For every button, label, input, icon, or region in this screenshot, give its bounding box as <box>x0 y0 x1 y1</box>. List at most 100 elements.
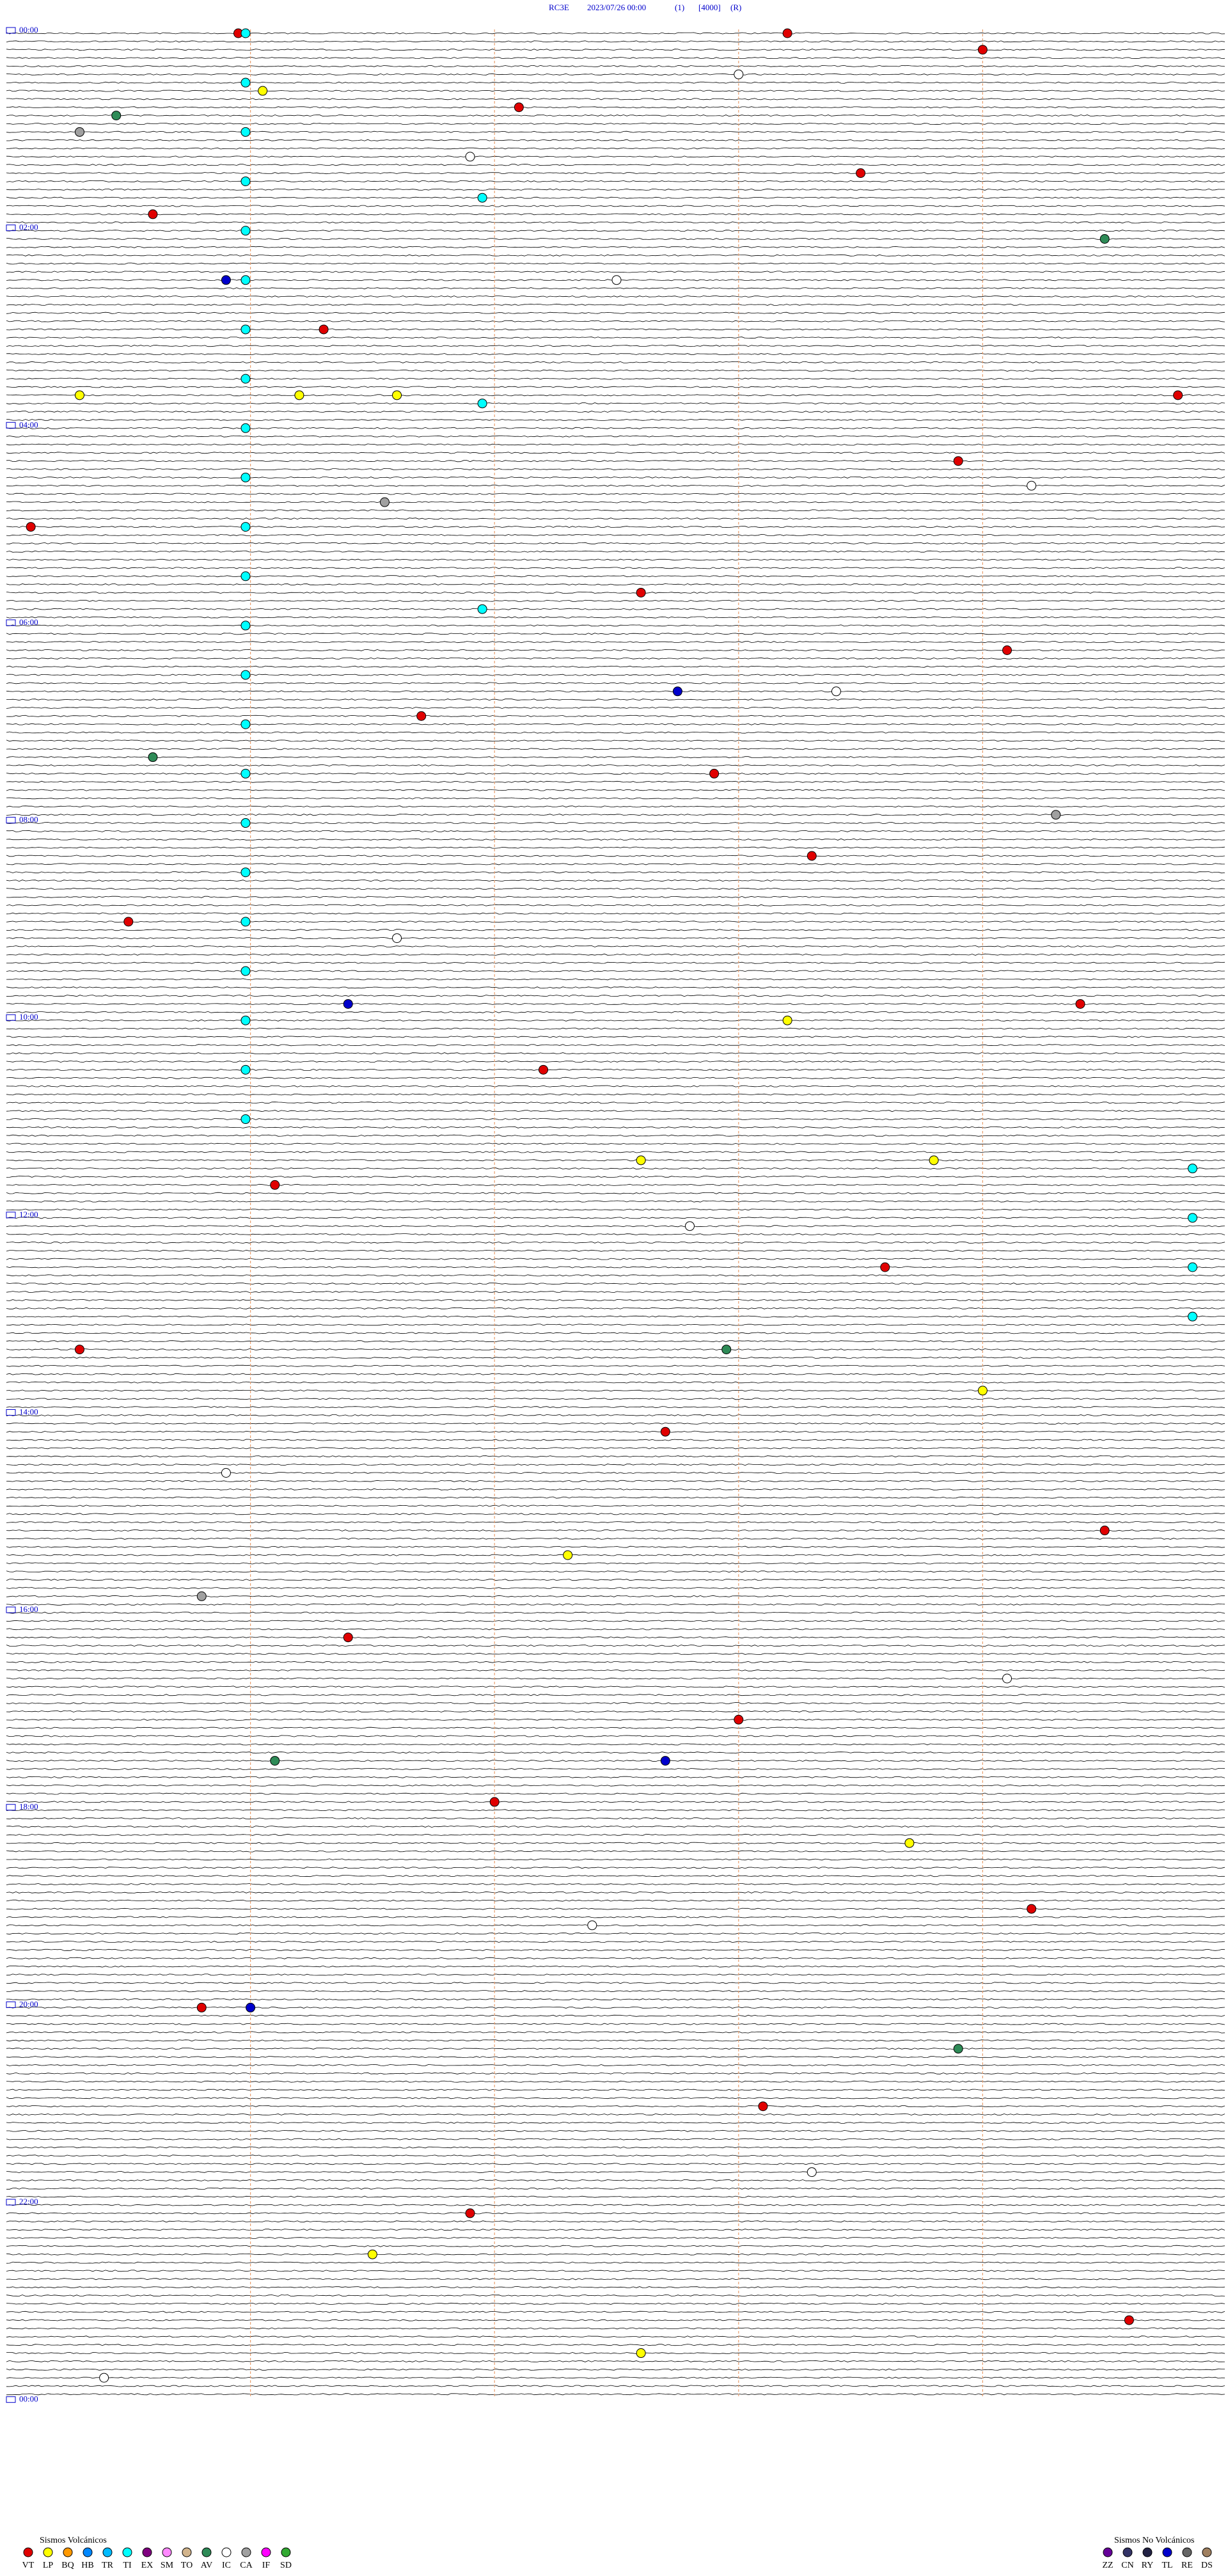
trace <box>6 2154 1225 2157</box>
event <box>721 1345 732 1355</box>
trace <box>6 2212 1225 2215</box>
trace <box>6 2080 1225 2083</box>
trace <box>6 1513 1225 1515</box>
trace <box>6 1727 1225 1729</box>
event <box>111 111 122 121</box>
trace <box>6 797 1225 800</box>
trace <box>6 2014 1225 2017</box>
trace <box>6 2270 1225 2272</box>
trace <box>6 2138 1225 2140</box>
trace <box>6 1611 1225 1614</box>
event <box>74 1345 84 1355</box>
scale: [4000] <box>698 3 721 12</box>
trace <box>6 1998 1225 2001</box>
legend-label: EX <box>141 2561 154 2570</box>
trace <box>6 2327 1225 2330</box>
trace <box>6 780 1225 783</box>
trace <box>6 1718 1225 1721</box>
event <box>240 1015 251 1025</box>
trace <box>6 435 1225 438</box>
trace <box>6 995 1225 997</box>
event <box>246 2002 256 2012</box>
legend-swatch <box>201 2547 212 2557</box>
trace <box>6 739 1225 742</box>
legend-title: Sismos Volcánicos <box>40 2536 107 2545</box>
trace <box>6 2385 1225 2387</box>
trace <box>6 312 1225 314</box>
trace <box>6 1249 1225 1252</box>
event <box>240 275 251 285</box>
trace <box>6 830 1225 832</box>
event <box>196 2002 207 2012</box>
trace <box>6 443 1225 446</box>
trace <box>6 1686 1225 1688</box>
station: RC3E <box>549 3 569 12</box>
legend-swatch <box>1103 2547 1113 2557</box>
hour-marker <box>6 2001 16 2008</box>
event <box>240 719 251 729</box>
trace <box>6 723 1225 725</box>
hour-label: 20:00 <box>19 1999 38 2009</box>
legend-label: CN <box>1121 2561 1133 2570</box>
trace <box>6 1274 1225 1277</box>
trace <box>6 188 1225 191</box>
trace <box>6 591 1225 594</box>
trace <box>6 262 1225 265</box>
hour-marker <box>6 2396 16 2403</box>
event <box>240 571 251 581</box>
trace <box>6 2072 1225 2074</box>
trace <box>6 411 1225 413</box>
event <box>1188 1213 1198 1223</box>
trace <box>6 2236 1225 2240</box>
trace <box>6 2220 1225 2223</box>
trace <box>6 1883 1225 1886</box>
trace <box>6 1636 1225 1639</box>
trace <box>6 2245 1225 2247</box>
trace <box>6 1126 1225 1128</box>
hour-marker <box>6 1409 16 1416</box>
legend-label: TO <box>181 2561 193 2570</box>
trace <box>6 961 1225 964</box>
trace <box>6 567 1225 569</box>
trace <box>6 1085 1225 1087</box>
trace <box>6 1093 1225 1096</box>
trace <box>6 2023 1225 2025</box>
trace <box>6 2335 1225 2338</box>
event <box>221 275 231 285</box>
event <box>1099 234 1110 244</box>
trace <box>6 164 1225 166</box>
event <box>1027 480 1037 491</box>
trace <box>6 1134 1225 1137</box>
trace <box>6 1430 1225 1433</box>
trace <box>6 1957 1225 1959</box>
event <box>416 711 427 721</box>
trace <box>6 1620 1225 1622</box>
trace <box>6 147 1225 150</box>
hour-label: 00:00 <box>19 2394 38 2404</box>
trace <box>6 1677 1225 1680</box>
datetime: 2023/07/26 00:00 <box>587 3 646 12</box>
trace <box>6 1447 1225 1450</box>
event <box>1002 645 1012 655</box>
trace <box>6 1858 1225 1861</box>
legend-swatch <box>142 2547 152 2557</box>
trace <box>6 550 1225 553</box>
trace <box>6 2253 1225 2256</box>
trace <box>6 583 1225 586</box>
trace <box>6 139 1225 141</box>
trace <box>6 1324 1225 1326</box>
legend-swatch <box>1182 2547 1192 2557</box>
trace <box>6 345 1225 347</box>
trace <box>6 1183 1225 1186</box>
trace <box>6 772 1225 775</box>
trace <box>6 2393 1225 2396</box>
trace <box>6 57 1225 59</box>
event <box>240 28 251 38</box>
legend-label: IC <box>222 2561 231 2570</box>
event <box>392 390 402 400</box>
trace <box>6 1669 1225 1671</box>
trace <box>6 2130 1225 2132</box>
trace <box>6 1471 1225 1474</box>
legend-swatch <box>83 2547 93 2557</box>
trace <box>6 929 1225 931</box>
